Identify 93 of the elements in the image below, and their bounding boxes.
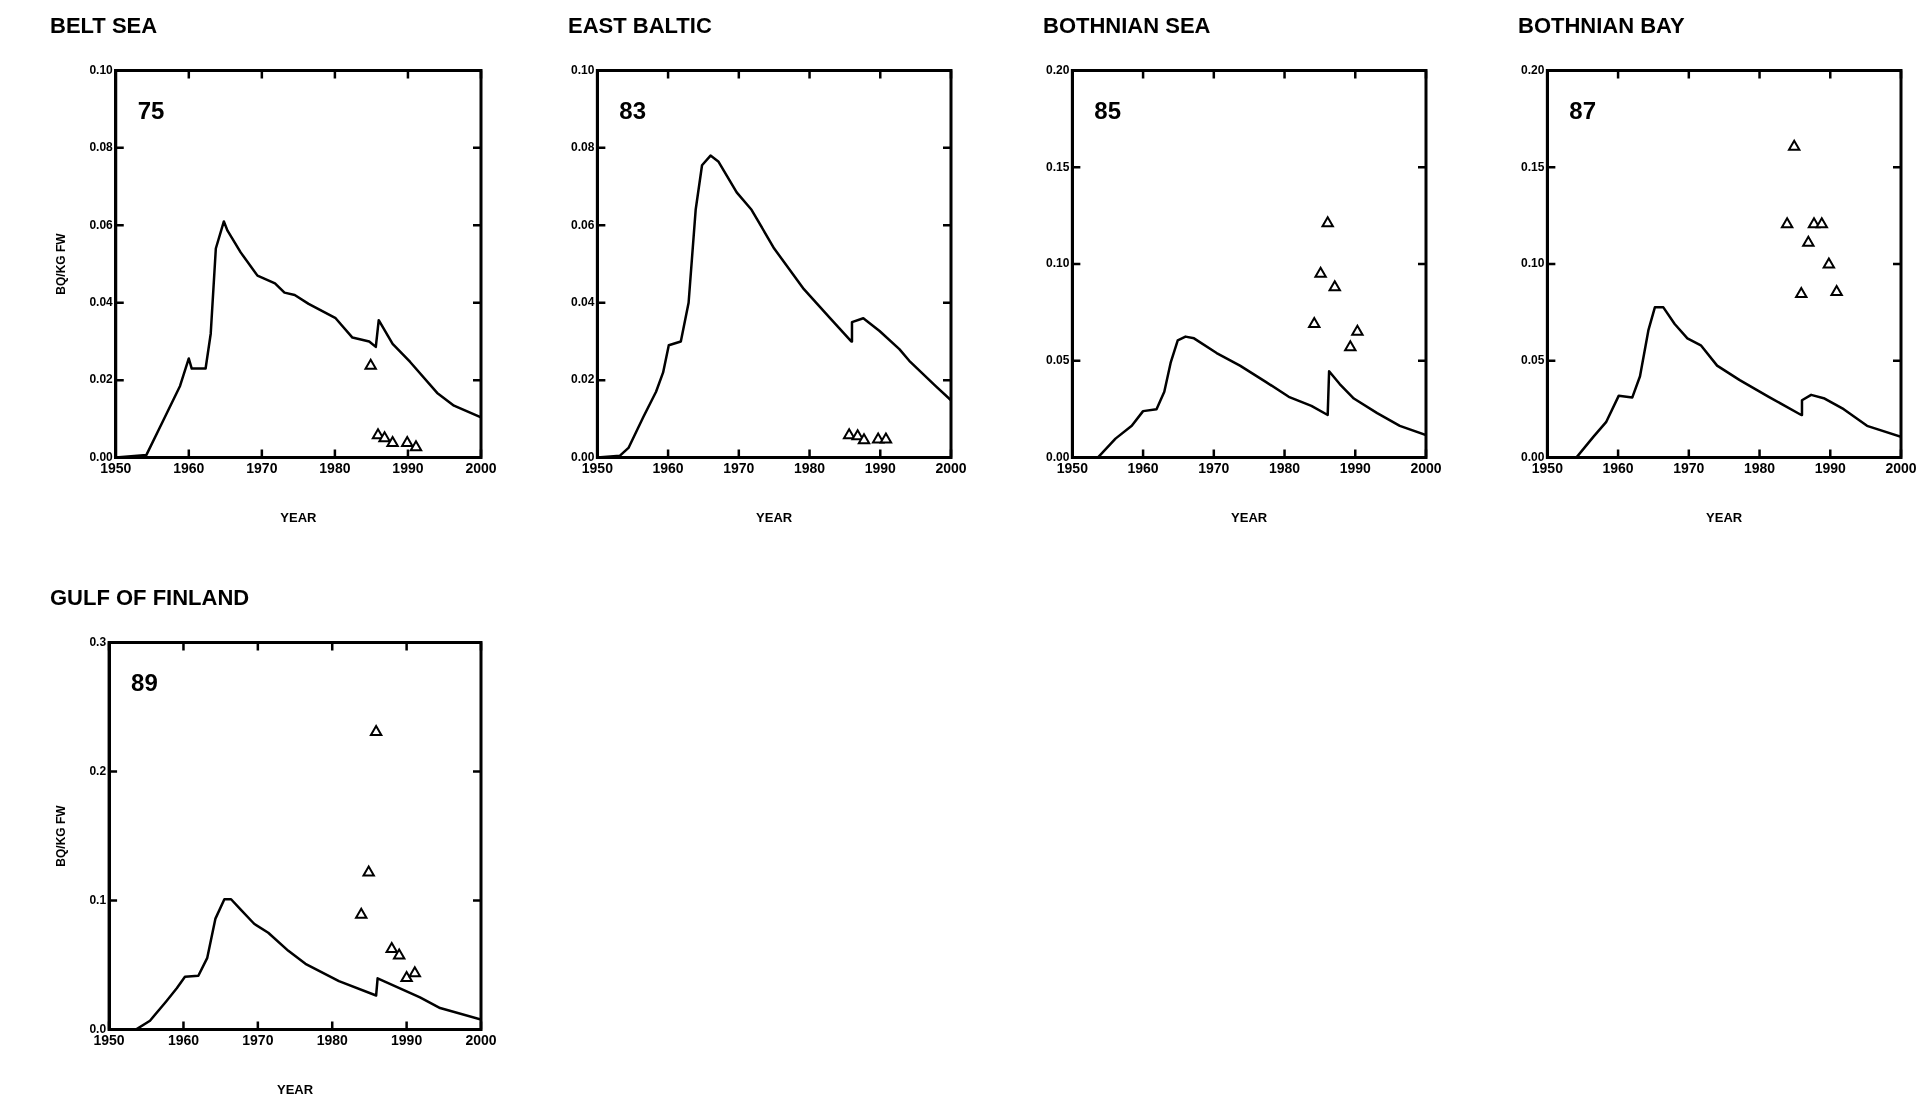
y-tick-label: 0.04 [89, 295, 114, 310]
annotation: 87 [1569, 97, 1597, 125]
x-tick-label: 2000 [935, 459, 967, 476]
x-tick-label: 1990 [391, 1031, 423, 1048]
point [1815, 217, 1828, 229]
x-axis-title: YEAR [1706, 509, 1743, 525]
y-tick-label: 0.02 [571, 372, 595, 387]
x-tick-label: 1990 [864, 459, 897, 476]
x-tick-label: 1960 [652, 459, 684, 476]
y-tick-label: 0.00 [571, 449, 595, 464]
x-tick-label: 1970 [723, 459, 755, 476]
y-tick-label: 0.00 [1046, 449, 1070, 464]
y-tick-label: 0.08 [571, 140, 595, 155]
point [385, 941, 398, 953]
x-tick-label: 1980 [319, 459, 351, 476]
point [1321, 216, 1334, 228]
point [1308, 317, 1321, 329]
x-tick-label: 1970 [242, 1031, 274, 1048]
y-tick-label: 0.05 [1521, 353, 1545, 368]
point [364, 358, 377, 370]
y-tick-label: 0.3 [89, 634, 107, 649]
y-tick-label: 0.06 [89, 217, 114, 232]
x-axis-title: YEAR [276, 1081, 314, 1097]
y-tick-label: 0.00 [1521, 449, 1545, 464]
x-tick-label: 1960 [1602, 459, 1634, 476]
x-tick-label: 1960 [173, 459, 205, 476]
chart-title: BELT SEA [50, 13, 158, 39]
y-axis-title: BQ/KG FW [53, 804, 68, 867]
y-tick-label: 0.15 [1046, 159, 1070, 174]
x-tick-label: 1980 [793, 459, 826, 476]
y-tick-label: 0.06 [571, 217, 595, 232]
x-tick-label: 1960 [1127, 459, 1159, 476]
x-tick-label: 1990 [1339, 459, 1372, 476]
chart-title: BOTHNIAN SEA [1043, 13, 1211, 39]
x-tick-label: 1970 [1198, 459, 1230, 476]
point [1788, 139, 1801, 151]
x-axis-title: YEAR [756, 509, 793, 525]
point [1780, 217, 1794, 229]
annotation: 83 [619, 97, 647, 125]
y-axis-title: BQ/KG FW [53, 232, 68, 295]
y-tick-label: 0.15 [1521, 159, 1545, 174]
point [392, 948, 406, 960]
y-tick-label: 0.0 [89, 1021, 107, 1036]
point [1351, 324, 1364, 336]
x-tick-label: 2000 [1885, 459, 1917, 476]
x-tick-label: 2000 [1410, 459, 1442, 476]
chart-title: GULF OF FINLAND [50, 585, 250, 611]
y-tick-label: 0.08 [89, 140, 114, 155]
point [408, 966, 421, 978]
y-tick-label: 0.00 [89, 449, 114, 464]
point [1344, 340, 1357, 352]
y-tick-label: 0.10 [1046, 256, 1070, 271]
y-tick-label: 0.02 [89, 372, 114, 387]
point [1314, 266, 1327, 278]
annotation: 75 [137, 97, 165, 125]
x-tick-label: 1980 [1743, 459, 1776, 476]
point [1822, 257, 1836, 269]
x-tick-label: 1980 [1268, 459, 1301, 476]
x-tick-label: 1960 [167, 1031, 200, 1048]
point [386, 435, 399, 447]
x-tick-label: 1970 [246, 459, 278, 476]
y-tick-label: 0.2 [89, 763, 107, 778]
point [378, 431, 391, 443]
point [1830, 285, 1843, 297]
y-tick-label: 0.10 [89, 62, 114, 77]
x-tick-label: 2000 [465, 1031, 497, 1048]
point [1802, 235, 1815, 247]
y-tick-label: 0.1 [89, 892, 107, 907]
x-axis-title: YEAR [280, 509, 318, 525]
annotation: 85 [1094, 97, 1122, 125]
x-tick-label: 1970 [1673, 459, 1705, 476]
point [355, 907, 368, 919]
point [1795, 287, 1808, 299]
point [409, 440, 423, 452]
annotation: 89 [131, 669, 158, 697]
point [362, 865, 375, 877]
y-tick-label: 0.20 [1046, 62, 1070, 77]
x-tick-label: 1990 [392, 459, 424, 476]
y-tick-label: 0.04 [571, 295, 595, 310]
x-tick-label: 1990 [1814, 459, 1847, 476]
point [400, 970, 413, 982]
x-axis-title: YEAR [1231, 509, 1268, 525]
y-tick-label: 0.10 [571, 62, 595, 77]
chart-title: BOTHNIAN BAY [1518, 13, 1685, 39]
x-tick-label: 2000 [465, 459, 497, 476]
y-tick-label: 0.05 [1046, 353, 1070, 368]
point [401, 435, 414, 447]
y-tick-label: 0.20 [1521, 62, 1545, 77]
x-tick-label: 1980 [316, 1031, 349, 1048]
point [1328, 280, 1341, 292]
y-tick-label: 0.10 [1521, 256, 1545, 271]
chart-title: EAST BALTIC [568, 13, 712, 39]
point [369, 724, 383, 736]
